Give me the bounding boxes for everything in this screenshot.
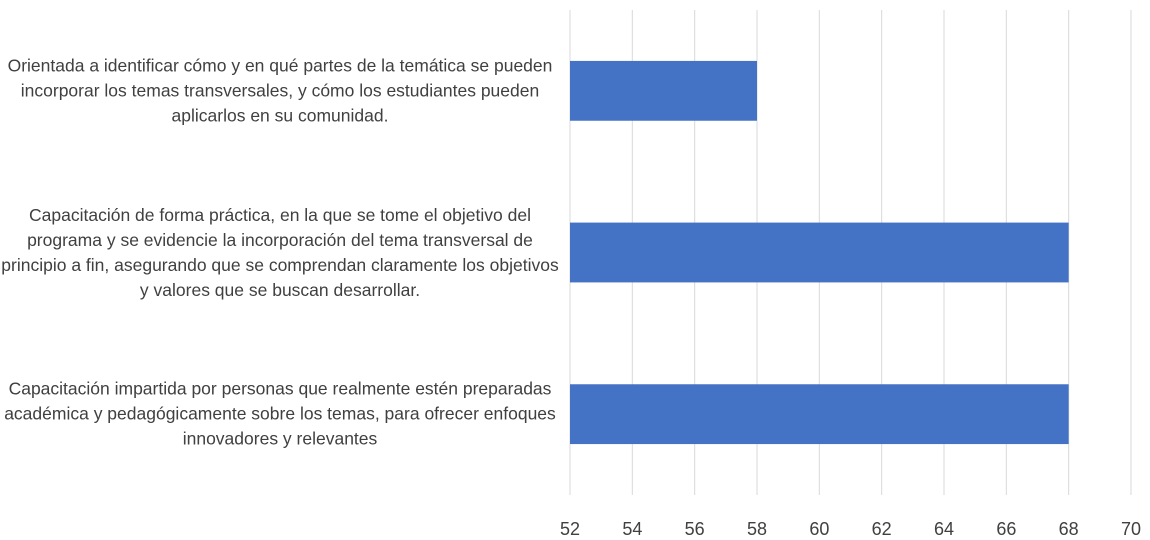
x-tick-label: 64 bbox=[934, 519, 954, 539]
category-label: Orientada a identificar cómo y en qué pa… bbox=[7, 55, 553, 126]
bar bbox=[570, 384, 1069, 445]
x-tick-label: 68 bbox=[1059, 519, 1079, 539]
x-tick-label: 58 bbox=[747, 519, 767, 539]
x-tick-label: 56 bbox=[685, 519, 705, 539]
x-tick-label: 54 bbox=[622, 519, 642, 539]
bar bbox=[570, 60, 757, 121]
x-tick-label: 52 bbox=[560, 519, 580, 539]
x-tick-label: 70 bbox=[1121, 519, 1141, 539]
category-label: Capacitación impartida por personas que … bbox=[4, 378, 556, 449]
x-tick-label: 60 bbox=[809, 519, 829, 539]
x-tick-label: 62 bbox=[872, 519, 892, 539]
x-tick-label: 66 bbox=[996, 519, 1016, 539]
category-label: Capacitación de forma práctica, en la qu… bbox=[1, 204, 559, 300]
bar bbox=[570, 222, 1069, 283]
